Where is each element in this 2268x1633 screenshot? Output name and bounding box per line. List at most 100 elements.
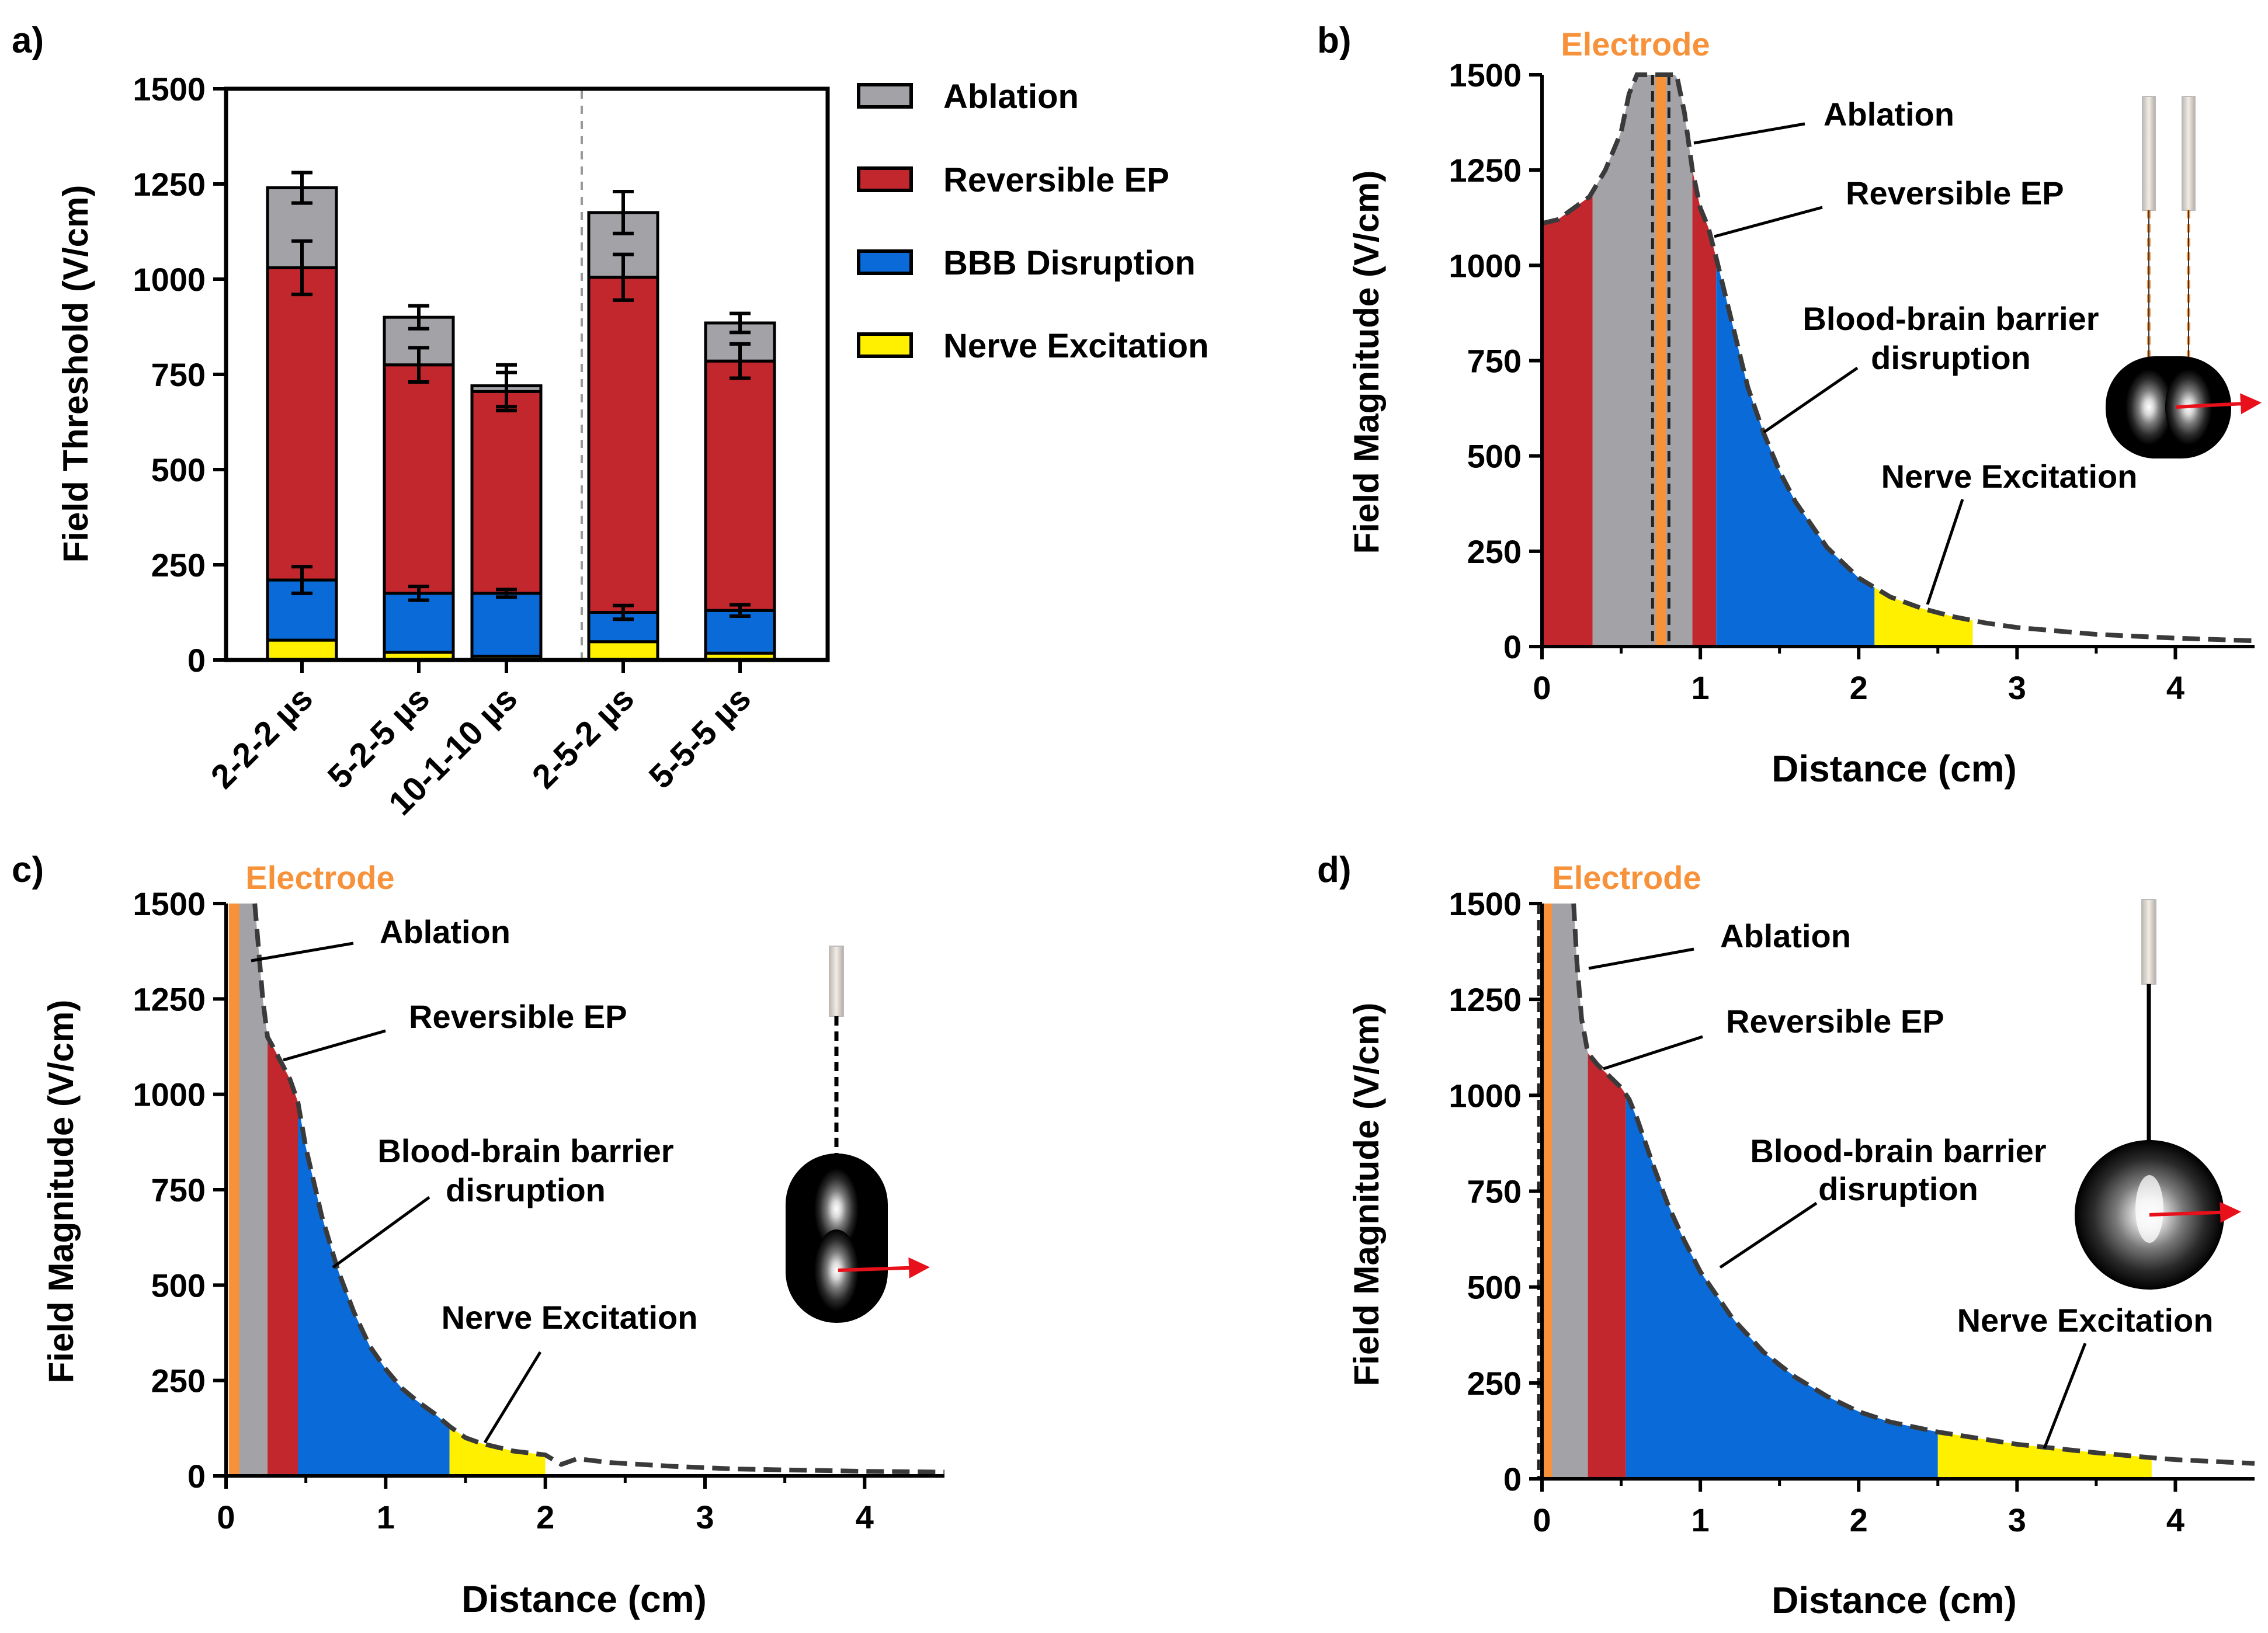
error-bar xyxy=(291,565,312,595)
x-tick-label: 4 xyxy=(2166,669,2184,706)
field-glow xyxy=(814,1168,859,1250)
bar-segment-nerve-excitation xyxy=(266,638,338,662)
error-bar xyxy=(496,363,517,409)
y-tick-label: 500 xyxy=(151,1267,206,1304)
region-nerve xyxy=(449,1426,546,1476)
bar-segment-reversible-ep xyxy=(704,359,776,612)
region-ablation xyxy=(1592,75,1693,647)
panel-c-nerve-label: Nerve Excitation xyxy=(442,1299,698,1336)
y-tick-label: 1500 xyxy=(1449,885,1522,922)
region-ablation xyxy=(1550,904,1588,1479)
panel-c-y-label: Field Magnitude (V/cm) xyxy=(41,1000,81,1384)
panel-a-y-label: Field Threshold (V/cm) xyxy=(56,185,95,563)
error-bar xyxy=(730,311,751,335)
y-tick-label: 250 xyxy=(1467,1365,1522,1402)
panel-d-regions xyxy=(1550,904,2152,1479)
y-tick-label: 500 xyxy=(1467,438,1522,475)
panel-b-nerve-pointer xyxy=(1926,499,1964,605)
panel-c-bbb-label-2: disruption xyxy=(446,1172,606,1208)
y-tick-label: 250 xyxy=(151,547,206,583)
field-glow xyxy=(814,1229,859,1311)
panel-c-axes: 0 250 500 750 1000 1250 1500 0 1 2 3 4 xyxy=(133,885,944,1535)
panel-b-electrode-label: Electrode xyxy=(1561,26,1710,62)
bar-segment-bbb-disruption xyxy=(470,592,543,658)
panel-c-rev-label: Reversible EP xyxy=(409,998,627,1035)
panel-c-x-label: Distance (cm) xyxy=(461,1578,707,1620)
panel-c-ablation-pointer xyxy=(251,941,354,963)
legend-label-bbb-disruption: BBB Disruption xyxy=(943,244,1196,282)
legend-item-reversible-ep: Reversible EP xyxy=(857,161,1169,199)
error-bar xyxy=(613,252,634,302)
y-tick-label: 1500 xyxy=(133,71,206,107)
panel-d-ablation-label: Ablation xyxy=(1720,918,1851,954)
error-bar xyxy=(408,346,429,384)
error-bar xyxy=(408,304,429,331)
y-tick-label: 1250 xyxy=(133,166,206,203)
region-bbb xyxy=(1716,258,1875,647)
y-tick-label: 1000 xyxy=(133,1076,206,1113)
panel-a-error-bars xyxy=(291,171,751,621)
panel-d-axes: 0 250 500 750 1000 1250 1500 0 1 2 3 4 xyxy=(1449,885,2255,1538)
y-tick-label: 1500 xyxy=(133,885,206,922)
panel-b-x-label: Distance (cm) xyxy=(1772,748,2017,790)
x-tick-label: 2 xyxy=(536,1499,554,1535)
panel-c-label: c) xyxy=(12,850,44,890)
panel-d-annotations: Ablation Reversible EP Blood-brain barri… xyxy=(1588,918,2213,1449)
panel-a-label: a) xyxy=(12,20,44,61)
legend-label-ablation: Ablation xyxy=(943,78,1079,116)
region-ablation xyxy=(234,904,268,1476)
region-reversible-ep xyxy=(1588,1053,1626,1479)
measurement-arrow xyxy=(2175,393,2262,415)
panel-d-bbb-label-2: disruption xyxy=(1818,1170,1978,1207)
bar-segment-reversible-ep xyxy=(266,266,338,582)
y-tick-label: 1000 xyxy=(1449,247,1522,284)
bar-segment-bbb-disruption xyxy=(383,592,455,654)
panel-c-annotations: Ablation Reversible EP Blood-brain barri… xyxy=(251,913,698,1444)
electrode-shaft xyxy=(829,946,844,1017)
panel-a-legend: Ablation Reversible EP BBB Disruption Ne… xyxy=(857,78,1209,365)
electrode-shaft xyxy=(2142,96,2156,211)
y-tick-label: 750 xyxy=(151,1172,206,1208)
x-tick-label: 3 xyxy=(696,1499,714,1535)
x-tick-label: 2-2-2 µs xyxy=(204,679,321,796)
y-tick-label: 1250 xyxy=(133,981,206,1017)
x-tick-label: 1 xyxy=(377,1499,395,1535)
x-tick-label: 0 xyxy=(1533,1502,1551,1538)
panel-b-rev-label: Reversible EP xyxy=(1846,175,2064,211)
y-tick-label: 0 xyxy=(187,1458,206,1495)
panel-c-nerve-pointer xyxy=(483,1351,542,1444)
panel-b-electrode xyxy=(1651,75,1670,647)
panel-d-bbb-label-1: Blood-brain barrier xyxy=(1750,1132,2046,1169)
y-tick-label: 1250 xyxy=(1449,152,1522,189)
measurement-arrow xyxy=(838,1257,930,1278)
legend-item-nerve-excitation: Nerve Excitation xyxy=(857,327,1209,365)
region-nerve xyxy=(1937,1432,2152,1479)
region-bbb xyxy=(298,1102,450,1476)
x-tick-label: 0 xyxy=(217,1499,235,1535)
bar-segment-reversible-ep xyxy=(470,390,543,595)
panel-d: d) 0 250 500 750 1000 1250 1500 0 1 2 3 4 Distance … xyxy=(1317,850,2255,1621)
y-tick-label: 750 xyxy=(151,356,206,393)
panel-b-annotations: Ablation Reversible EP Blood-brain barri… xyxy=(1693,96,2137,605)
error-bar xyxy=(730,342,751,380)
panel-c-rev-pointer xyxy=(283,1029,386,1062)
panel-d-rev-label: Reversible EP xyxy=(1726,1003,1944,1040)
panel-b-bbb-pointer xyxy=(1763,366,1859,434)
error-bar xyxy=(730,603,751,619)
panel-c-ablation-label: Ablation xyxy=(380,913,510,950)
legend-swatch-reversible-ep xyxy=(857,166,913,192)
panel-d-rev-pointer xyxy=(1603,1035,1703,1071)
legend-item-ablation: Ablation xyxy=(857,78,1079,116)
legend-swatch-bbb-disruption xyxy=(857,249,913,275)
x-tick-label: 1 xyxy=(1692,669,1710,706)
panel-b-y-label: Field Magnitude (V/cm) xyxy=(1347,171,1386,554)
panel-d-ablation-pointer xyxy=(1588,947,1694,970)
panel-c-regions xyxy=(234,904,546,1476)
region-reversible-ep xyxy=(1692,170,1717,647)
error-bar xyxy=(291,239,312,297)
y-tick-label: 250 xyxy=(151,1363,206,1399)
y-tick-label: 500 xyxy=(151,451,206,488)
region-bbb xyxy=(1626,1095,1938,1479)
